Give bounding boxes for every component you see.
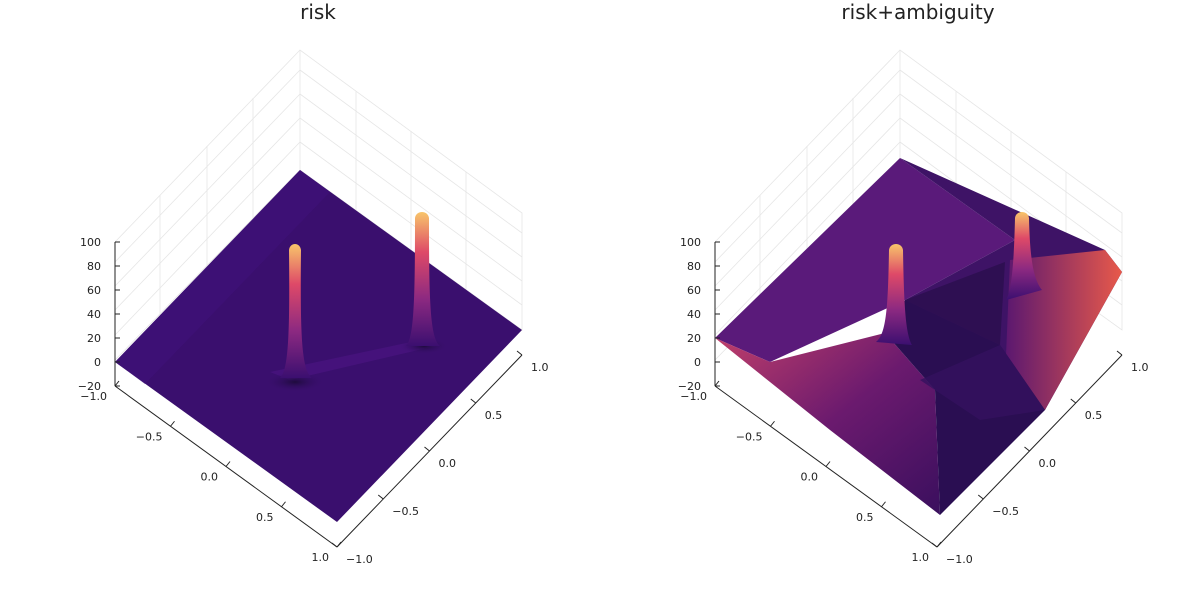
y-tick-mark-risk bbox=[281, 501, 286, 508]
x-tick-mark-risk bbox=[424, 446, 430, 452]
z-tick-label-risk-ambiguity: 80 bbox=[687, 260, 701, 273]
y-tick-mark-risk-ambiguity bbox=[825, 461, 831, 467]
x-tick-mark-risk-ambiguity bbox=[931, 542, 938, 548]
panel-risk: risk bbox=[78, 0, 549, 566]
y-tick-mark-risk-ambiguity bbox=[936, 541, 942, 548]
x-tick-mark-risk bbox=[470, 398, 477, 404]
peak-2-risk-ambiguity bbox=[1006, 212, 1042, 300]
y-tick-label-risk-ambiguity: −1.0 bbox=[680, 390, 707, 403]
z-tick-label-risk-ambiguity: 100 bbox=[680, 236, 701, 249]
x-tick-mark-risk bbox=[331, 542, 338, 548]
x-tick-label-risk: 0.0 bbox=[439, 457, 457, 470]
y-tick-label-risk: 0.0 bbox=[201, 471, 219, 484]
y-tick-label-risk-ambiguity: 0.0 bbox=[801, 471, 819, 484]
y-tick-mark-risk bbox=[336, 541, 342, 548]
peak-1-risk-ambiguity bbox=[876, 244, 912, 345]
y-tick-label-risk: −1.0 bbox=[80, 390, 107, 403]
z-tick-label-risk-ambiguity: 20 bbox=[687, 332, 701, 345]
y-tick-mark-risk bbox=[170, 420, 175, 427]
y-tick-label-risk: 1.0 bbox=[312, 551, 330, 564]
x-tick-mark-risk bbox=[516, 350, 523, 356]
x-tick-label-risk-ambiguity: −1.0 bbox=[946, 553, 973, 566]
z-tick-label-risk: 60 bbox=[87, 284, 101, 297]
panel-risk-ambiguity: risk+ambiguity bbox=[678, 0, 1149, 566]
x-tick-label-risk-ambiguity: 1.0 bbox=[1131, 361, 1149, 374]
z-tick-label-risk-ambiguity: 0 bbox=[694, 356, 701, 369]
z-tick-label-risk-ambiguity: 40 bbox=[687, 308, 701, 321]
y-tick-mark-risk bbox=[225, 461, 231, 467]
chart-title-risk-ambiguity: risk+ambiguity bbox=[841, 0, 994, 24]
z-tick-label-risk-ambiguity: 60 bbox=[687, 284, 701, 297]
z-tick-label-risk: 100 bbox=[80, 236, 101, 249]
x-tick-label-risk-ambiguity: 0.5 bbox=[1085, 409, 1103, 422]
y-tick-mark-risk-ambiguity bbox=[881, 501, 886, 508]
x-tick-mark-risk-ambiguity bbox=[977, 494, 984, 500]
ticks-risk: −20 0 20 40 60 80 100 −1.0 −0.5 0.0 0.5 1.0 −1.0 −0.5… bbox=[78, 236, 549, 566]
z-tick-label-risk: 80 bbox=[87, 260, 101, 273]
z-tick-label-risk: −20 bbox=[78, 380, 101, 393]
z-tick-label-risk-ambiguity: −20 bbox=[678, 380, 701, 393]
surface-risk-ambiguity bbox=[715, 158, 1122, 515]
x-tick-label-risk: 0.5 bbox=[485, 409, 503, 422]
z-tick-label-risk: 20 bbox=[87, 332, 101, 345]
x-tick-label-risk: −0.5 bbox=[392, 505, 419, 518]
y-tick-label-risk-ambiguity: 1.0 bbox=[912, 551, 930, 564]
y-tick-label-risk: 0.5 bbox=[256, 511, 274, 524]
peak-1-risk bbox=[280, 244, 312, 378]
ticks-risk-ambiguity: −20 0 20 40 60 80 100 −1.0 −0.5 0.0 0.5 1.0 −1.0 −0.5… bbox=[678, 236, 1149, 566]
z-tick-label-risk: 0 bbox=[94, 356, 101, 369]
x-tick-label-risk-ambiguity: 0.0 bbox=[1039, 457, 1057, 470]
back-walls-risk bbox=[114, 49, 523, 361]
x-tick-mark-risk-ambiguity bbox=[1024, 446, 1030, 452]
peak-2-risk bbox=[406, 212, 440, 346]
y-tick-mark-risk bbox=[114, 380, 120, 387]
y-tick-label-risk-ambiguity: −0.5 bbox=[736, 430, 763, 443]
chart-title-risk: risk bbox=[300, 0, 336, 24]
z-tick-label-risk: 40 bbox=[87, 308, 101, 321]
y-tick-label-risk-ambiguity: 0.5 bbox=[856, 511, 874, 524]
x-tick-mark-risk-ambiguity bbox=[1070, 398, 1077, 404]
y-tick-mark-risk-ambiguity bbox=[770, 420, 775, 427]
x-tick-mark-risk bbox=[377, 494, 384, 500]
x-tick-label-risk: 1.0 bbox=[531, 361, 549, 374]
x-tick-label-risk: −1.0 bbox=[346, 553, 373, 566]
surface-risk bbox=[115, 170, 522, 522]
x-tick-label-risk-ambiguity: −0.5 bbox=[992, 505, 1019, 518]
y-tick-label-risk: −0.5 bbox=[136, 430, 163, 443]
y-tick-mark-risk-ambiguity bbox=[714, 380, 720, 387]
x-tick-mark-risk-ambiguity bbox=[1116, 350, 1123, 356]
